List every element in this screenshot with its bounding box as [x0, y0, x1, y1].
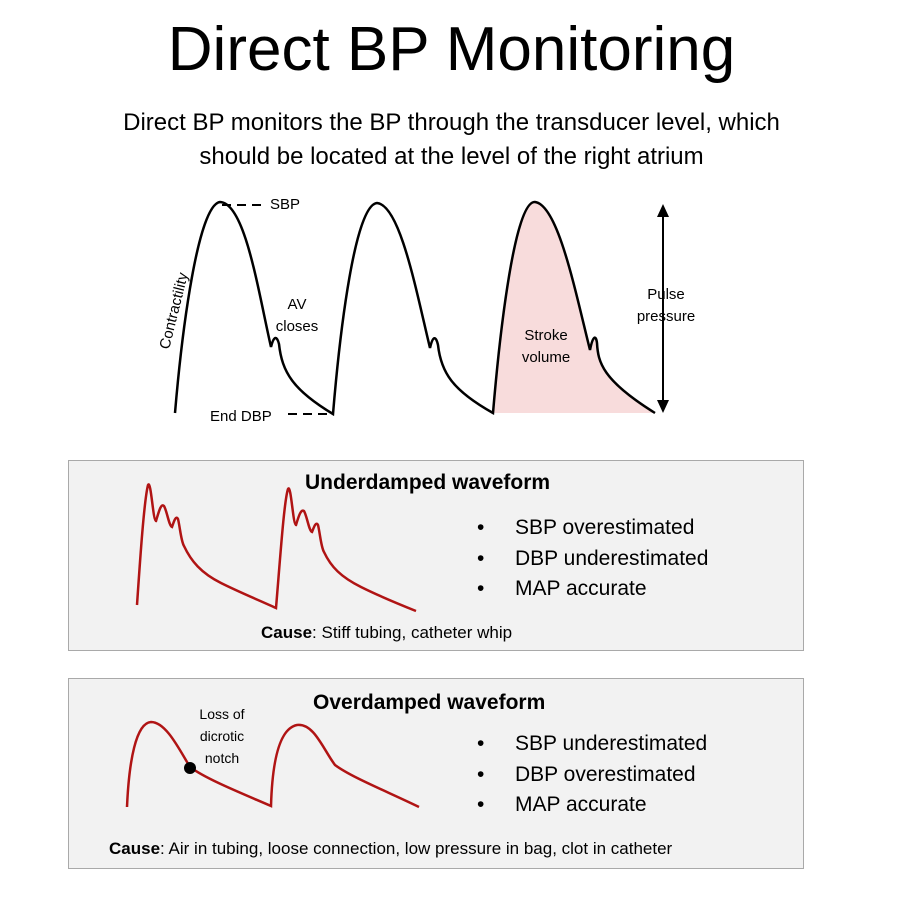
list-item: • SBP overestimated [477, 516, 695, 539]
stroke-volume-label-line-2: volume [522, 349, 570, 366]
subtitle-line-2: should be located at the level of the ri… [199, 143, 704, 170]
list-item: • SBP underestimated [477, 732, 708, 755]
dicrotic-notch-marker [184, 762, 196, 774]
stroke-volume-label-line-1: Stroke [524, 327, 567, 344]
list-item: • MAP accurate [477, 577, 647, 600]
subtitle: Direct BP monitors the BP through the tr… [40, 106, 863, 174]
stroke-volume-area [493, 201, 655, 413]
list-item: • MAP accurate [477, 793, 647, 816]
overdamped-bullets: • SBP underestimated • DBP overestimated •… [477, 729, 707, 821]
underdamped-title: Underdamped waveform [305, 471, 551, 494]
av-label-line-2: closes [276, 318, 319, 335]
overdamped-title: Overdamped waveform [313, 691, 546, 714]
cause-label: Cause [109, 839, 161, 858]
list-item: • DBP underestimated [477, 546, 709, 570]
subtitle-line-1: Direct BP monitors the BP through the tr… [123, 109, 780, 136]
cause-text: : Stiff tubing, catheter whip [312, 623, 513, 642]
underdamped-waveform-line [135, 483, 417, 613]
overdamped-cause: Cause: Air in tubing, loose connection, … [109, 839, 672, 859]
overdamped-waveform-line [125, 720, 420, 809]
list-item: • DBP overestimated [477, 762, 696, 786]
underdamped-bullets: • SBP overestimated • DBP underestimated •… [477, 513, 708, 605]
end-dbp-label: End DBP [210, 408, 272, 425]
underdamped-waveform [135, 483, 417, 613]
cause-text: : Air in tubing, loose connection, low p… [160, 839, 673, 858]
arterial-waveform-diagram: SBP End DBP Contractility AV closes Stro… [156, 196, 695, 425]
page-title: Direct BP Monitoring [167, 15, 736, 84]
pulse-pressure-label-line-2: pressure [637, 308, 695, 325]
overdamped-waveform [125, 720, 420, 809]
overdamped-panel: Loss of dicrotic notch Overdamped wavefo… [68, 678, 804, 869]
arterial-waveform-line [173, 200, 656, 417]
pulse-pressure-arrowhead-bottom [657, 400, 669, 413]
av-label-line-1: AV [288, 296, 307, 313]
pulse-pressure-arrowhead-top [657, 204, 669, 217]
sbp-label: SBP [270, 196, 300, 213]
underdamped-panel: Underdamped waveform • SBP overestimated … [68, 460, 804, 651]
underdamped-cause: Cause: Stiff tubing, catheter whip [261, 623, 512, 643]
pulse-pressure-label-line-1: Pulse [647, 286, 685, 303]
dicrotic-annotation: Loss of dicrotic notch [199, 706, 245, 766]
cause-label: Cause [261, 623, 313, 642]
